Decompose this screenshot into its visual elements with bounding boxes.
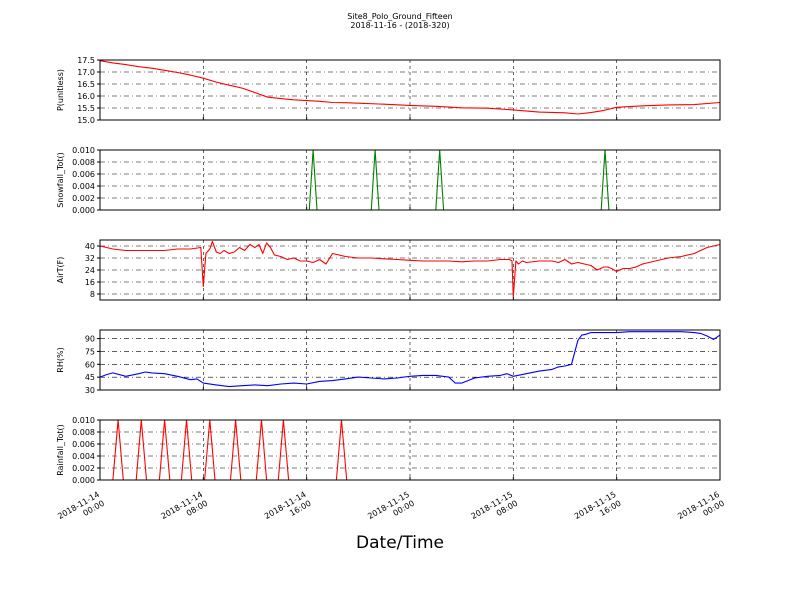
panel1-ytick-label-2: 16.0 xyxy=(77,92,95,101)
x-tick-label-5: 2018-11-1516:00 xyxy=(573,490,623,530)
panel3-series-line xyxy=(99,240,721,298)
panel4-ytick-label-3: 75 xyxy=(85,347,95,356)
panel5-ytick-label-4: 0.008 xyxy=(72,428,95,437)
panel3-ytick-label-0: 8 xyxy=(90,290,95,299)
panel4-ytick-label-1: 45 xyxy=(85,373,95,382)
x-tick-label-6: 2018-11-1600:00 xyxy=(676,490,726,530)
panel1-ytick-label-4: 17.0 xyxy=(77,68,95,77)
panel5-ytick-label-5: 0.010 xyxy=(72,416,95,425)
x-tick-label-1: 2018-11-1408:00 xyxy=(160,490,210,530)
panel3-ytick-label-1: 16 xyxy=(85,278,95,287)
x-tick-label-2: 2018-11-1416:00 xyxy=(263,490,313,530)
panel2-ylabel: Snowfall_Tot() xyxy=(56,152,65,208)
panel3-ytick-label-3: 32 xyxy=(85,254,95,263)
panel2-ytick-label-4: 0.008 xyxy=(72,158,95,167)
panel1-ytick-label-3: 16.5 xyxy=(77,80,95,89)
panel3-ylabel: AirT(F) xyxy=(56,257,65,284)
chart-subtitle: 2018-11-16 - (2018-320) xyxy=(350,21,450,30)
panel1-ytick-label-1: 15.5 xyxy=(77,104,95,113)
panel5-ytick-label-3: 0.006 xyxy=(72,440,95,449)
x-tick-label-4: 2018-11-1508:00 xyxy=(470,490,520,530)
panel2-ytick-label-3: 0.006 xyxy=(72,170,95,179)
panel3-ytick-label-4: 40 xyxy=(85,242,95,251)
panel2-ytick-label-2: 0.004 xyxy=(72,182,95,191)
x-tick-label-3: 2018-11-1500:00 xyxy=(366,490,416,530)
panel2-ytick-label-0: 0.000 xyxy=(72,206,95,215)
panel1-series-line xyxy=(99,60,721,115)
panel5-ylabel: Rainfall_Tot() xyxy=(56,424,65,476)
panel2-ytick-label-1: 0.002 xyxy=(72,194,95,203)
panel4-ytick-label-4: 90 xyxy=(85,335,95,344)
panel3-ytick-label-2: 24 xyxy=(85,266,95,275)
panel1-ytick-label-5: 17.5 xyxy=(77,56,95,65)
panel1-ytick-label-0: 15.0 xyxy=(77,116,95,125)
panel5-ytick-label-2: 0.004 xyxy=(72,452,95,461)
panel2-ytick-label-5: 0.010 xyxy=(72,146,95,155)
panel4-series-line xyxy=(99,331,721,388)
panel1-ylabel: P(unitless) xyxy=(56,69,65,111)
x-axis-label: Date/Time xyxy=(356,533,444,553)
panel4-ytick-label-2: 60 xyxy=(85,360,95,369)
panel4-ytick-label-0: 30 xyxy=(85,386,95,395)
chart-title: Site8_Polo_Ground_Fifteen xyxy=(347,12,453,21)
x-tick-label-0: 2018-11-1400:00 xyxy=(56,490,106,530)
panel5-ytick-label-1: 0.002 xyxy=(72,464,95,473)
panel4-ylabel: RH(%) xyxy=(56,347,65,372)
panel5-ytick-label-0: 0.000 xyxy=(72,476,95,485)
